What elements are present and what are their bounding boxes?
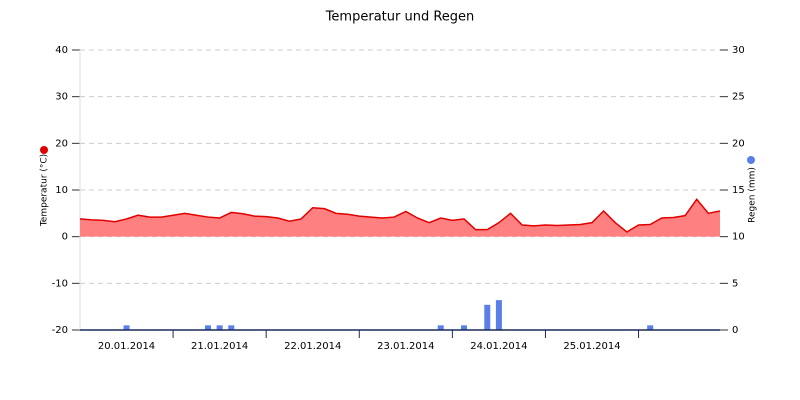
y-tick-label: 0 — [62, 232, 68, 243]
y-axis-label: Temperatur (°C) — [40, 154, 50, 227]
y-tick-label: 20 — [55, 138, 68, 149]
rain-bar — [123, 325, 130, 330]
x-tick-label: 23.01.2014 — [377, 341, 434, 352]
rain-bar — [437, 325, 444, 330]
x-tick-label: 21.01.2014 — [191, 341, 248, 352]
rain-bar — [484, 304, 491, 330]
rain-bar — [461, 325, 467, 330]
x-tick-label: 22.01.2014 — [284, 341, 341, 352]
y2-axis-label: Regen (mm) — [748, 167, 758, 223]
x-tick-label: 25.01.2014 — [563, 341, 620, 352]
rain-bar — [495, 300, 502, 330]
rain-bar — [205, 325, 211, 330]
y2-tick-label: 25 — [732, 92, 745, 103]
x-tick-label: 24.01.2014 — [470, 341, 527, 352]
rain-bar — [228, 325, 235, 330]
y-tick-label: 40 — [55, 45, 68, 56]
y2-tick-label: 30 — [732, 45, 745, 56]
y2-tick-label: 20 — [732, 138, 745, 149]
rain-bar — [216, 325, 223, 330]
y2-tick-label: 10 — [732, 232, 745, 243]
y-tick-label: -10 — [52, 278, 68, 289]
rain-bar — [647, 325, 654, 330]
y-tick-label: 10 — [55, 185, 68, 196]
temperature-line — [79, 198, 721, 233]
legend-dot — [747, 156, 755, 164]
y2-tick-label: 0 — [732, 325, 738, 336]
legend-dot — [40, 146, 48, 154]
temperature-area — [80, 199, 720, 237]
y2-tick-label: 5 — [732, 278, 738, 289]
x-tick-label: 20.01.2014 — [98, 341, 155, 352]
y2-tick-label: 15 — [732, 185, 745, 196]
y-tick-label: 30 — [55, 92, 68, 103]
chart-title: Temperatur und Regen — [325, 10, 475, 25]
y-tick-label: -20 — [52, 325, 68, 336]
